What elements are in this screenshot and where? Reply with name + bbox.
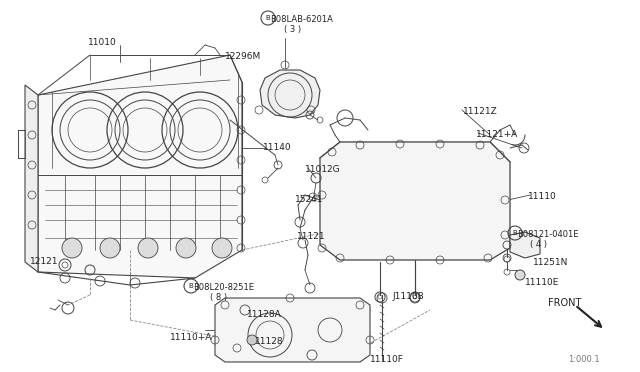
Circle shape [176,238,196,258]
Polygon shape [260,70,320,118]
Text: B08121-0401E: B08121-0401E [517,230,579,239]
Polygon shape [38,55,242,278]
Text: 11110E: 11110E [525,278,559,287]
Text: 11140: 11140 [263,143,292,152]
Text: 11110F: 11110F [370,355,404,364]
Circle shape [515,270,525,280]
Polygon shape [510,232,540,258]
Text: 1:000.1: 1:000.1 [568,355,600,364]
Text: 11128A: 11128A [247,310,282,319]
Circle shape [212,238,232,258]
Circle shape [247,335,257,345]
Text: 11110+A: 11110+A [170,333,212,342]
Text: 11121: 11121 [297,232,326,241]
Polygon shape [215,298,370,362]
Text: 11251N: 11251N [533,258,568,267]
Text: B: B [513,230,517,236]
Circle shape [100,238,120,258]
Polygon shape [320,142,510,260]
Text: FRONT: FRONT [548,298,581,308]
Text: ( 4 ): ( 4 ) [530,240,547,249]
Text: B: B [266,15,270,21]
Text: 12121: 12121 [30,257,58,266]
Polygon shape [25,85,38,272]
Text: 11121+A: 11121+A [476,130,518,139]
Text: B08L20-8251E: B08L20-8251E [193,283,254,292]
Text: ( 8 ): ( 8 ) [210,293,227,302]
Text: 11012G: 11012G [305,165,340,174]
Text: 11121Z: 11121Z [463,107,498,116]
Circle shape [138,238,158,258]
Text: 11010: 11010 [88,38,116,47]
Text: 11128: 11128 [255,337,284,346]
Text: 11110: 11110 [528,192,557,201]
Text: 15241: 15241 [295,195,323,204]
Text: B08LAB-6201A: B08LAB-6201A [270,15,333,24]
Text: 12296M: 12296M [225,52,261,61]
Circle shape [62,238,82,258]
Text: J1110B: J1110B [392,292,424,301]
Text: ( 3 ): ( 3 ) [284,25,301,34]
Text: B: B [189,283,193,289]
